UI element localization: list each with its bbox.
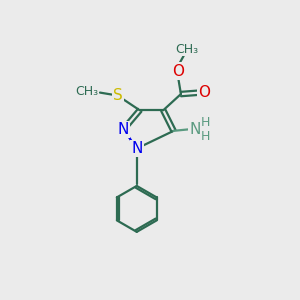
Text: H: H xyxy=(201,116,210,128)
Text: N: N xyxy=(118,122,129,137)
Text: CH₃: CH₃ xyxy=(75,85,98,98)
Text: N: N xyxy=(189,122,200,136)
Text: O: O xyxy=(172,64,184,79)
Text: H: H xyxy=(201,130,210,143)
Text: O: O xyxy=(199,85,211,100)
Text: S: S xyxy=(113,88,122,103)
Text: CH₃: CH₃ xyxy=(175,43,198,56)
Text: N: N xyxy=(131,141,142,156)
Text: CH: CH xyxy=(80,85,98,98)
